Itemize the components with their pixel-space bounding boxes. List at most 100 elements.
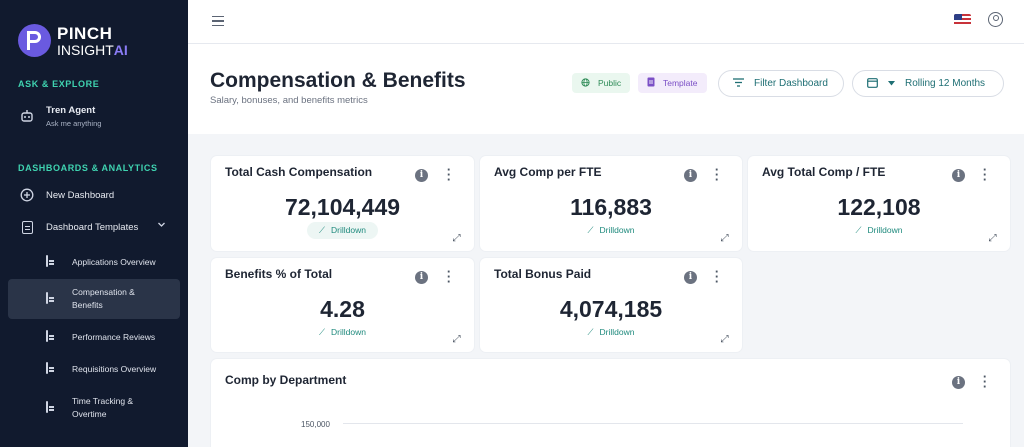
globe-icon xyxy=(581,77,590,89)
more-options-icon[interactable]: · · · xyxy=(982,162,988,187)
expand-icon[interactable]: ⤡ xyxy=(450,334,462,343)
kpi-card-total-bonus: Total Bonus Paid i · · · 4,074,185 ⟋ Drilld… xyxy=(480,258,742,352)
hamburger-icon[interactable] xyxy=(212,16,224,26)
drilldown-link[interactable]: ⟋ Drilldown xyxy=(480,222,742,239)
template-label: Template xyxy=(663,78,698,88)
drilldown-label: Drilldown xyxy=(867,225,903,235)
kpi-card-avg-comp-fte: Avg Comp per FTE i · · · 116,883 ⟋ Drilldow… xyxy=(480,156,742,251)
sidebar-item-new-dashboard[interactable]: New Dashboard xyxy=(8,186,180,204)
more-options-icon[interactable]: · · · xyxy=(446,264,452,289)
filter-dashboard-button[interactable]: Filter Dashboard xyxy=(718,70,844,97)
info-icon[interactable]: i xyxy=(952,169,965,182)
more-options-icon[interactable]: · · · xyxy=(714,264,720,289)
date-range-selector[interactable]: Rolling 12 Months xyxy=(852,70,1004,97)
kpi-value: 4,074,185 xyxy=(559,296,663,322)
robot-icon xyxy=(20,109,34,123)
user-circle-icon[interactable] xyxy=(988,12,1003,27)
expand-icon[interactable]: ⤡ xyxy=(718,233,730,242)
more-options-icon[interactable]: · · · xyxy=(714,162,720,187)
public-badge: Public xyxy=(572,73,631,93)
sidebar: PINCH INSIGHTAI ASK & EXPLORE Tren Agent… xyxy=(0,0,188,447)
sidebar-item-compensation-benefits[interactable]: Compensation & Benefits xyxy=(8,279,180,319)
kpi-value: 122,108 xyxy=(837,194,921,220)
filter-label: Filter Dashboard xyxy=(754,78,828,89)
sidebar-item-applications-overview[interactable]: Applications Overview xyxy=(8,253,180,271)
logo-mark-icon xyxy=(18,24,51,57)
new-dashboard-label: New Dashboard xyxy=(46,189,115,201)
drilldown-link[interactable]: ⟋ Drilldown xyxy=(211,324,474,341)
kpi-value: 116,883 xyxy=(570,194,652,220)
brand-sub: INSIGHT xyxy=(57,41,114,58)
range-label: Rolling 12 Months xyxy=(905,78,986,89)
card-title: Benefits % of Total xyxy=(225,267,333,281)
expand-icon[interactable]: ⤡ xyxy=(986,233,998,242)
drilldown-label: Drilldown xyxy=(330,327,366,337)
sidebar-item-requisitions-overview[interactable]: Requisitions Overview xyxy=(8,360,180,378)
card-title: Total Cash Compensation xyxy=(225,165,373,179)
kpi-value: 72,104,449 xyxy=(284,194,401,220)
info-icon[interactable]: i xyxy=(684,169,697,182)
agent-sub: Ask me anything xyxy=(46,118,102,128)
drilldown-label: Drilldown xyxy=(599,327,635,337)
top-bar xyxy=(188,0,1024,44)
info-icon[interactable]: i xyxy=(415,169,428,182)
info-icon[interactable]: i xyxy=(415,271,428,284)
brand-name: PINCH xyxy=(57,23,113,43)
sidebar-item-label: Time Tracking & Overtime xyxy=(72,396,134,419)
trend-icon: ⟋ xyxy=(319,225,325,235)
sidebar-item-time-tracking[interactable]: Time Tracking & Overtime xyxy=(8,392,180,424)
calendar-icon xyxy=(867,77,878,91)
drilldown-label: Drilldown xyxy=(599,225,635,235)
document-icon xyxy=(46,362,58,376)
card-title: Avg Total Comp / FTE xyxy=(762,165,886,179)
template-badge: Template xyxy=(638,73,707,93)
us-flag-icon[interactable] xyxy=(954,14,971,26)
agent-label: Tren Agent xyxy=(46,104,96,116)
drilldown-label: Drilldown xyxy=(330,225,366,235)
section-ask-explore: ASK & EXPLORE xyxy=(18,79,100,89)
page-header: Compensation & Benefits Salary, bonuses,… xyxy=(188,44,1024,134)
kpi-card-benefits-pct: Benefits % of Total i · · · 4.28 ⟋ Drilldow… xyxy=(211,258,474,352)
info-icon[interactable]: i xyxy=(952,376,965,389)
plus-circle-icon xyxy=(20,188,34,202)
trend-icon: ⟋ xyxy=(319,327,325,337)
brand-logo[interactable]: PINCH INSIGHTAI xyxy=(18,24,128,57)
gridline xyxy=(343,423,963,424)
public-label: Public xyxy=(598,78,622,88)
card-title: Avg Comp per FTE xyxy=(494,165,602,179)
brand-ai: AI xyxy=(113,41,128,58)
trend-icon: ⟋ xyxy=(587,225,594,235)
more-options-icon[interactable]: · · · xyxy=(982,369,988,394)
drilldown-link[interactable]: ⟋ Drilldown xyxy=(748,222,1010,239)
document-icon xyxy=(46,330,58,344)
chevron-down-icon xyxy=(157,220,166,232)
expand-icon[interactable]: ⤡ xyxy=(450,233,462,242)
caret-down-icon xyxy=(888,78,895,89)
kpi-card-avg-total-comp-fte: Avg Total Comp / FTE i · · · 122,108 ⟋ Dril… xyxy=(748,156,1010,251)
sidebar-item-label: Performance Reviews xyxy=(72,331,156,342)
chart-card-comp-by-department: Comp by Department i · · · 150,000 xyxy=(211,359,1010,447)
section-dashboards: DASHBOARDS & ANALYTICS xyxy=(18,163,158,173)
templates-label: Dashboard Templates xyxy=(46,221,139,233)
page-title: Compensation & Benefits xyxy=(210,69,466,92)
sidebar-item-label: Compensation & Benefits xyxy=(72,287,135,310)
sidebar-item-dashboard-templates[interactable]: Dashboard Templates xyxy=(8,218,180,236)
document-icon xyxy=(46,292,58,306)
info-icon[interactable]: i xyxy=(684,271,697,284)
sidebar-item-performance-reviews[interactable]: Performance Reviews xyxy=(8,328,180,346)
more-options-icon[interactable]: · · · xyxy=(446,162,452,187)
trend-icon: ⟋ xyxy=(855,225,862,235)
drilldown-link[interactable]: ⟋ Drilldown xyxy=(480,324,742,341)
sidebar-item-tren-agent[interactable]: Tren Agent Ask me anything xyxy=(8,102,180,130)
document-icon xyxy=(46,255,58,269)
card-title: Total Bonus Paid xyxy=(494,267,592,281)
document-icon xyxy=(647,77,655,89)
drilldown-link[interactable]: ⟋ Drilldown xyxy=(211,222,474,239)
document-icon xyxy=(20,220,34,234)
sidebar-item-label: Requisitions Overview xyxy=(72,363,157,374)
sidebar-item-label: Applications Overview xyxy=(72,256,156,267)
trend-icon: ⟋ xyxy=(587,327,594,337)
chart-title: Comp by Department xyxy=(225,373,347,387)
expand-icon[interactable]: ⤡ xyxy=(718,334,730,343)
page-subtitle: Salary, bonuses, and benefits metrics xyxy=(210,95,368,106)
